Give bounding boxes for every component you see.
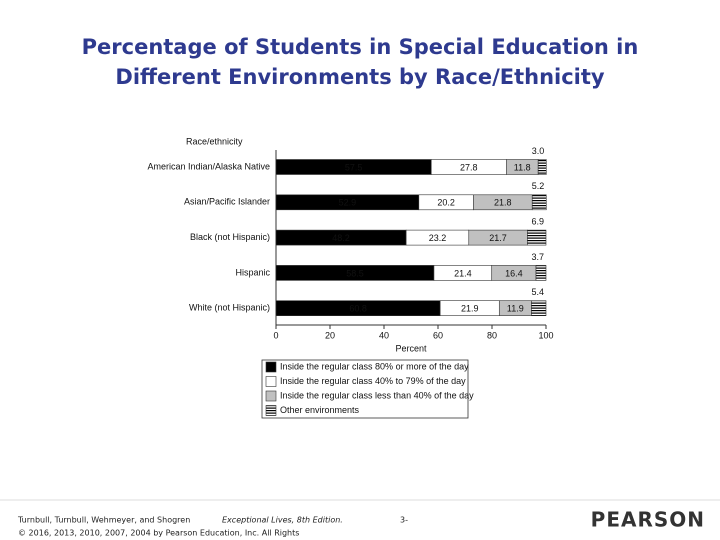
bar-segment	[531, 300, 547, 317]
value-label: 57.5	[345, 162, 363, 172]
legend-label: Other environments	[280, 405, 360, 415]
x-tick-label: 20	[325, 330, 335, 340]
footer-copyright: © 2016, 2013, 2010, 2007, 2004 by Pearso…	[18, 529, 299, 538]
value-label: 16.4	[505, 268, 523, 278]
legend-swatch	[265, 376, 277, 387]
footer-authors: Turnbull, Turnbull, Wehmeyer, and Shogre…	[17, 516, 190, 525]
value-label: 60.8	[349, 304, 367, 314]
value-label: 3.7	[531, 252, 544, 262]
value-label: 21.9	[461, 304, 479, 314]
value-label: 21.4	[454, 268, 472, 278]
x-axis-label: Percent	[395, 343, 427, 353]
value-label: 48.2	[332, 233, 350, 243]
legend-swatch	[265, 390, 277, 402]
legend-label: Inside the regular class 80% or more of …	[280, 361, 469, 371]
page-number: 3-	[400, 516, 408, 525]
category-label: Hispanic	[235, 267, 270, 277]
bar-segment	[527, 229, 547, 246]
category-label: Asian/Pacific Islander	[184, 197, 270, 207]
value-label: 5.4	[531, 287, 544, 297]
title-line: Different Environments by Race/Ethnicity	[115, 65, 605, 89]
value-label: 5.2	[532, 181, 545, 191]
value-label: 21.8	[494, 198, 512, 208]
value-label: 52.9	[339, 198, 357, 208]
x-tick-label: 40	[379, 330, 389, 340]
value-label: 11.9	[507, 304, 524, 314]
value-label: 27.8	[460, 162, 478, 172]
bar-segment	[531, 194, 547, 211]
value-label: 3.0	[532, 146, 545, 156]
legend-label: Inside the regular class 40% to 79% of t…	[280, 376, 466, 386]
value-label: 20.2	[437, 198, 455, 208]
x-tick-label: 0	[273, 330, 278, 340]
value-label: 11.8	[514, 162, 531, 172]
category-header: Race/ethnicity	[186, 136, 243, 146]
value-label: 21.7	[489, 233, 507, 243]
legend-swatch	[265, 405, 277, 416]
category-label: American Indian/Alaska Native	[147, 161, 270, 171]
x-tick-label: 100	[538, 330, 553, 340]
legend-box	[261, 359, 469, 419]
category-label: Black (not Hispanic)	[190, 232, 270, 242]
x-tick-label: 80	[487, 330, 497, 340]
x-tick-label: 60	[433, 330, 443, 340]
brand-logo: PEARSON	[591, 508, 705, 532]
bar-segment	[537, 159, 547, 175]
value-label: 23.2	[429, 233, 447, 243]
title-line: Percentage of Students in Special Educat…	[82, 35, 639, 59]
legend-swatch	[265, 361, 277, 373]
footer-book: Exceptional Lives, 8th Edition.	[222, 516, 343, 525]
value-label: 58.5	[346, 268, 364, 278]
bar-segment	[535, 265, 547, 281]
category-label: White (not Hispanic)	[189, 303, 270, 313]
legend-label: Inside the regular class less than 40% o…	[280, 390, 474, 400]
value-label: 6.9	[531, 216, 544, 226]
